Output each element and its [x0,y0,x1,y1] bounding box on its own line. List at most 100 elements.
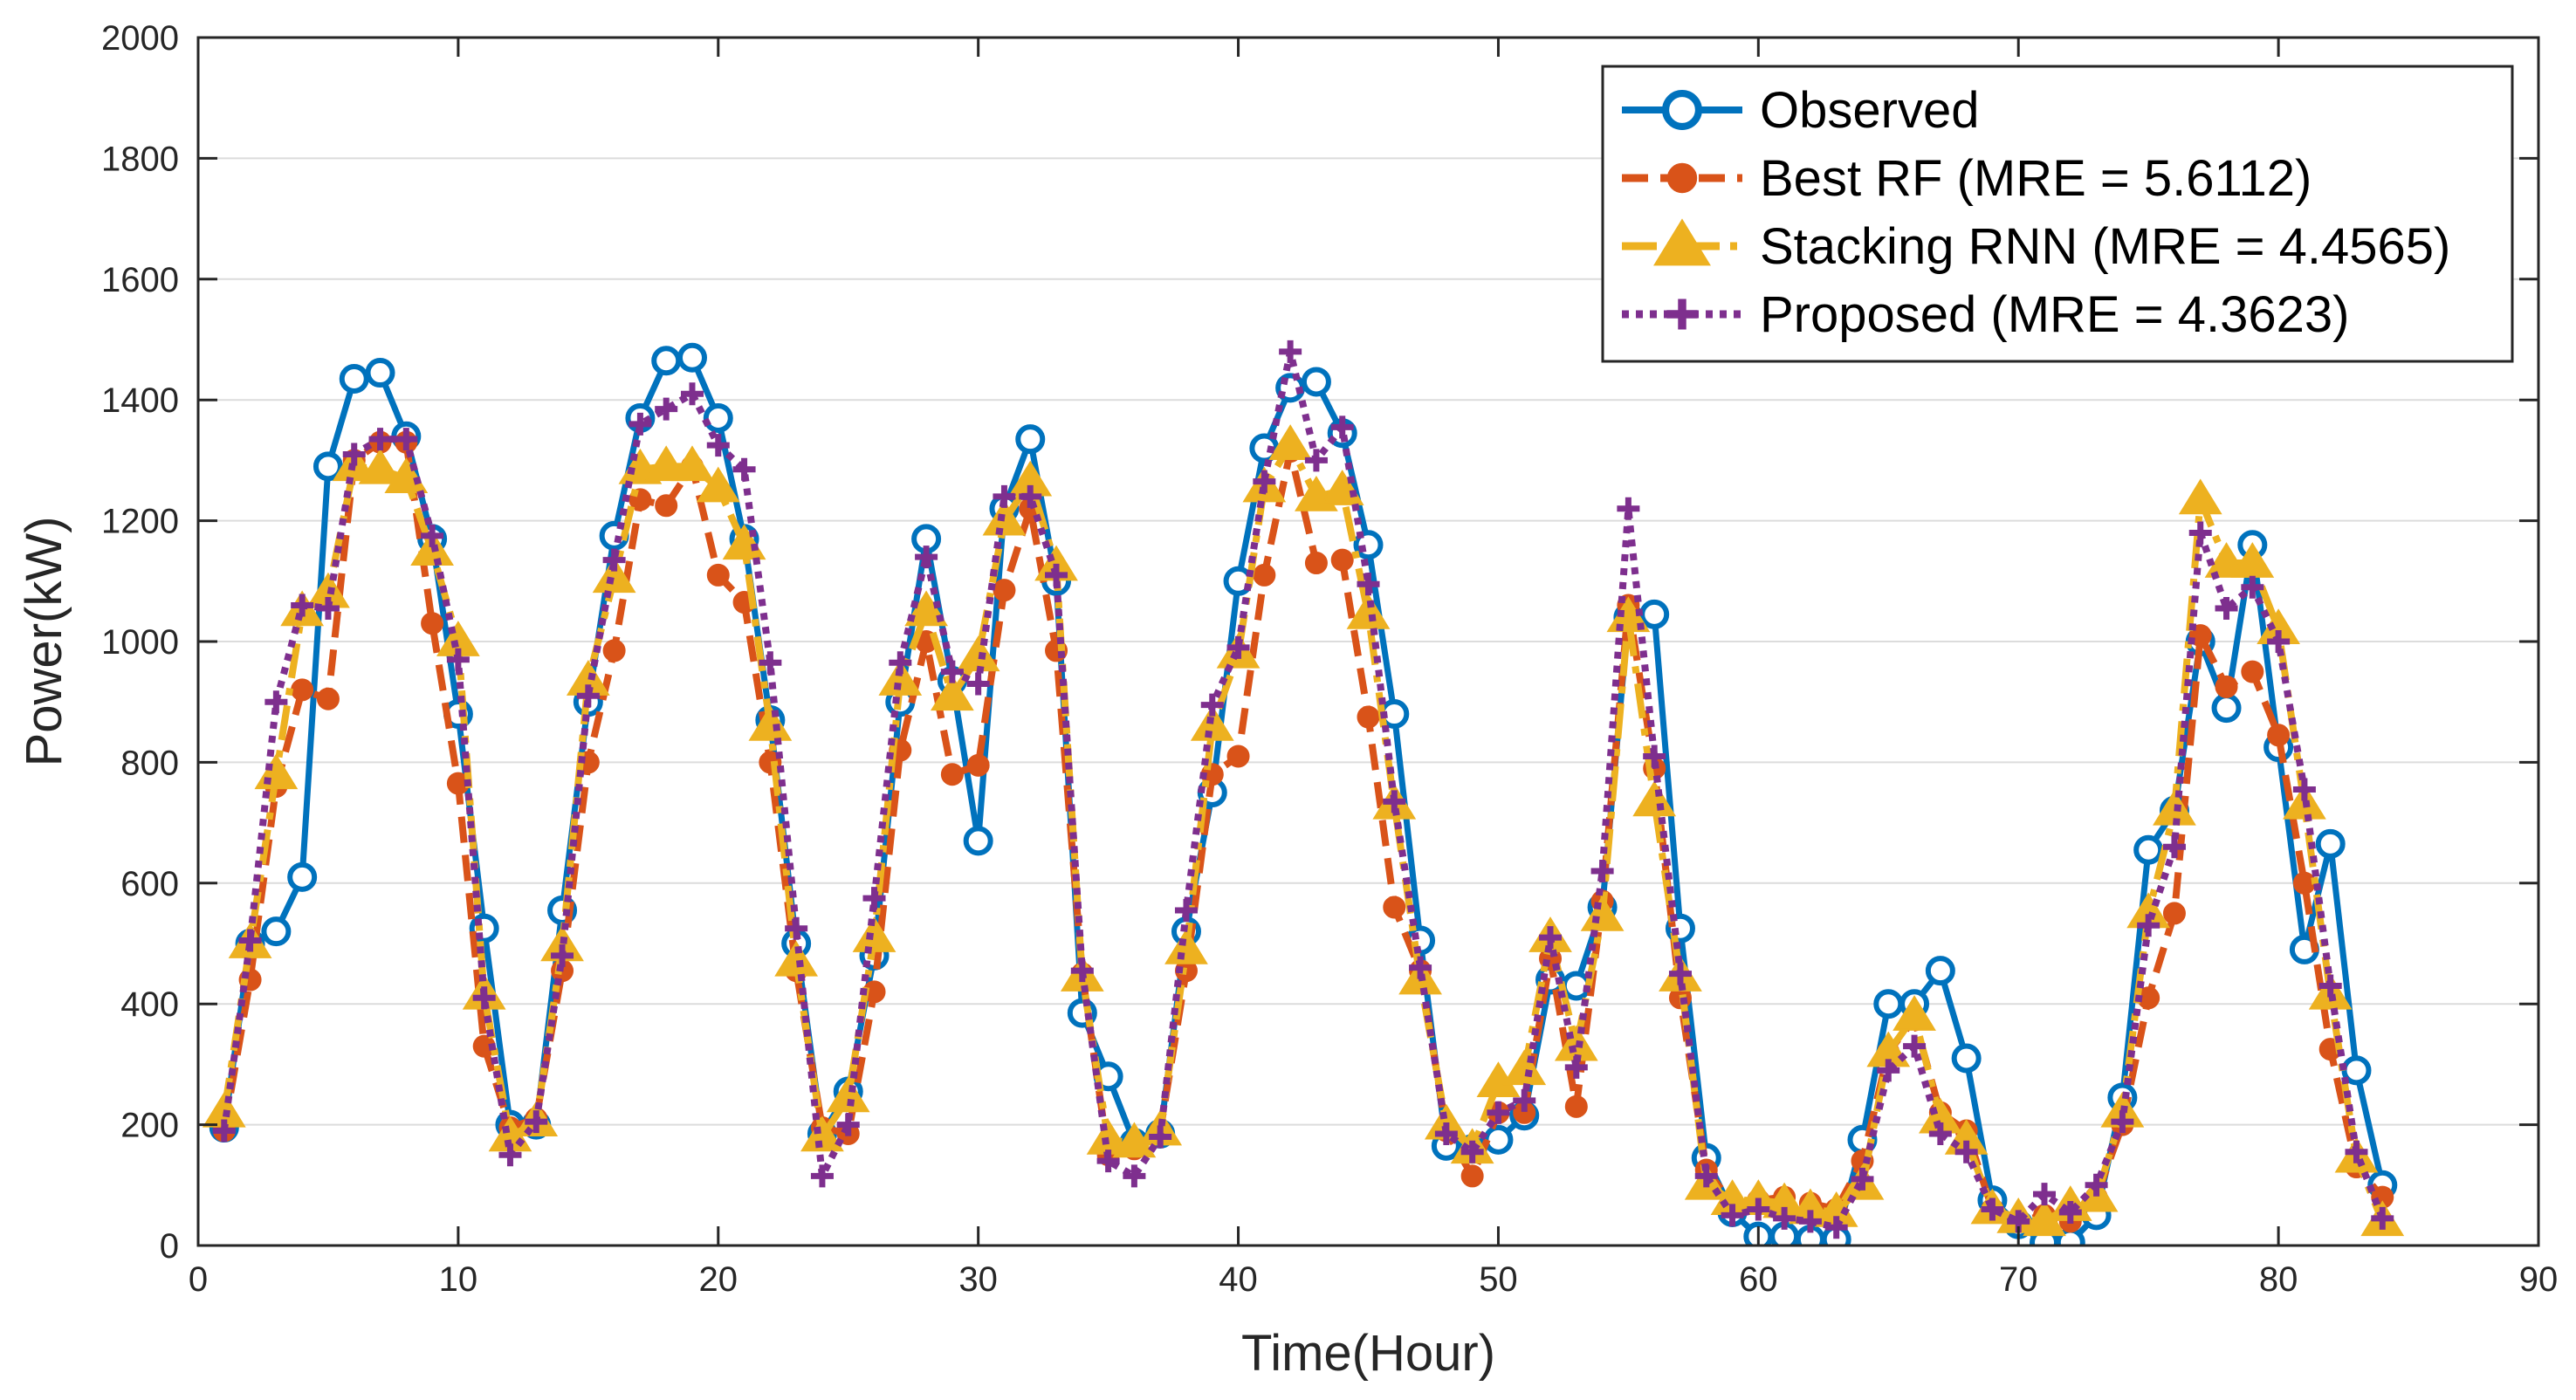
point-marker [1383,790,1406,813]
y-tick-label: 200 [120,1107,179,1145]
point-marker [358,448,402,484]
point-marker [1268,424,1313,460]
point-marker [1149,1125,1172,1149]
point-marker [1330,548,1354,572]
point-marker [1639,599,1670,629]
point-marker [1304,552,1328,575]
point-marker [1798,1210,1822,1233]
point-marker [2162,835,2186,859]
point-marker [629,412,652,436]
legend-item: Stacking RNN (MRE = 4.4565) [1622,218,2450,275]
point-marker [2267,724,2291,747]
point-marker [1539,926,1563,950]
point-marker [1721,1204,1744,1227]
point-marker [703,402,733,433]
point-marker [1460,1140,1484,1163]
point-marker [1694,1164,1718,1188]
point-marker [878,660,923,696]
tick-labels: 0 10 20 30 40 50 60 70 80 90 0 200 400 600 800 1000 1200… [101,19,2558,1299]
point-marker [680,382,704,406]
point-marker [339,363,369,394]
point-marker [1487,1101,1510,1124]
point-marker [810,1164,834,1188]
point-marker [1580,895,1625,931]
y-tick-label: 1200 [101,503,179,541]
point-marker [551,944,574,967]
point-marker [993,484,1016,508]
point-marker [1200,693,1224,717]
y-tick-label: 1800 [101,140,179,178]
point-marker [2292,778,2316,801]
legend-box [1601,65,2514,363]
point-marker [342,443,366,466]
point-marker [254,753,299,790]
series-line [220,442,2386,1225]
point-marker [472,986,496,1010]
point-marker [1226,745,1250,768]
point-marker [2318,974,2342,998]
point-marker [670,445,714,482]
point-marker [1015,424,1046,455]
point-marker [1893,995,1936,1031]
y-tick-label: 1600 [101,261,179,299]
point-marker [2371,1206,2394,1230]
legend-label: Observed [1760,82,1979,139]
y-tick-label: 2000 [101,19,179,58]
point-marker [1045,563,1068,587]
point-marker [706,434,730,457]
point-marker [2211,693,2242,724]
point-marker [1409,956,1432,979]
point-marker [1164,929,1208,964]
point-marker [1383,896,1406,919]
point-marker [421,612,444,635]
point-marker [655,494,678,518]
point-marker [212,1119,236,1143]
point-marker [1301,367,1331,397]
point-marker [1643,745,1666,768]
point-marker [2241,660,2264,683]
x-tick-label: 10 [439,1260,478,1299]
point-marker [2085,1173,2108,1197]
point-marker [1357,705,1380,729]
point-marker [1925,956,1955,986]
x-tick-label: 60 [1739,1260,1778,1299]
point-marker [1981,1198,2004,1221]
point-marker [1434,1122,1458,1145]
point-marker [696,466,740,503]
point-marker [993,579,1016,602]
x-tick-label: 50 [1479,1260,1518,1299]
point-marker [1747,1198,1770,1221]
y-tick-label: 1000 [101,623,179,662]
point-marker [2058,1200,2082,1224]
point-marker [421,524,444,547]
point-marker [1123,1164,1146,1188]
series-line [221,354,2386,1246]
point-marker [261,916,292,947]
point-marker [677,342,707,373]
point-marker [2215,675,2238,698]
point-marker [1253,563,1276,587]
point-marker [1513,1088,1536,1112]
point-marker [365,358,395,388]
point-marker [1330,415,1354,439]
y-tick-label: 400 [120,985,179,1024]
series-line [220,347,2386,1232]
point-marker [316,687,340,710]
point-marker [2162,902,2186,925]
point-marker [1590,859,1614,882]
x-axis-title: Time(Hour) [1241,1325,1495,1382]
point-marker [602,548,626,572]
point-marker [1851,1167,1874,1191]
legend-item: Best RF (MRE = 5.6112) [1622,150,2312,207]
point-marker [368,428,392,451]
point-marker [966,672,990,696]
point-marker [1096,1150,1120,1173]
point-marker [1357,573,1380,596]
point-marker [264,690,288,714]
point-marker [1019,484,1042,508]
point-marker [498,1143,522,1167]
point-marker [963,826,993,856]
point-marker [1668,962,1692,985]
